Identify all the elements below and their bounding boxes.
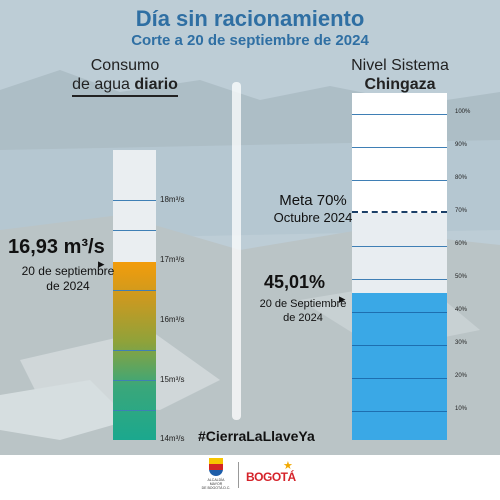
chingaza-tick-60: 60% <box>455 241 468 247</box>
consumption-heading-bold: diario <box>134 76 178 93</box>
consumption-value: 16,93 m³/s <box>8 236 105 258</box>
gauge-gridline <box>113 350 156 351</box>
meta-label-line2: Octubre 2024 <box>273 210 353 225</box>
gauge-gridline <box>352 246 447 247</box>
consumption-tick-14: 14m³/s <box>160 434 185 443</box>
consumption-heading-line1: Consumo <box>90 57 160 74</box>
gauge-gridline <box>352 279 447 280</box>
page-subtitle: Corte a 20 de septiembre de 2024 <box>131 32 369 49</box>
gauge-gridline <box>352 180 447 181</box>
consumption-gauge <box>113 150 156 440</box>
gauge-gridline <box>113 290 156 291</box>
gauge-gridline <box>352 114 447 115</box>
chingaza-tick-50: 50% <box>455 274 468 280</box>
shield-icon <box>209 458 223 476</box>
consumption-tick-17: 17m³/s <box>160 255 185 264</box>
bogota-logo: BOGOTÁ <box>246 470 296 484</box>
center-divider <box>232 82 241 420</box>
chingaza-tick-10: 10% <box>455 406 468 412</box>
alcaldia-logo-text: ALCALDÍA MAYOR DE BOGOTÁ D.C. <box>201 478 231 490</box>
chingaza-gauge <box>352 93 447 440</box>
chingaza-value: 45,01% <box>264 272 326 292</box>
gauge-gridline <box>352 378 447 379</box>
gauge-gridline <box>352 345 447 346</box>
chingaza-tick-80: 80% <box>455 175 468 181</box>
gauge-gridline <box>113 200 156 201</box>
chingaza-heading: Nivel Sistema Chingaza <box>340 56 460 97</box>
alcaldia-line2: DE BOGOTÁ D.C. <box>201 486 231 490</box>
star-icon: ★ <box>283 460 293 472</box>
consumption-tick-18: 18m³/s <box>160 195 185 204</box>
gauge-gridline <box>113 230 156 231</box>
chingaza-tick-40: 40% <box>455 307 468 313</box>
gauge-gridline <box>352 411 447 412</box>
chingaza-date: 20 de Septiembre de 2024 <box>248 297 358 325</box>
meta-dashed-line <box>352 211 447 213</box>
consumption-gauge-empty <box>113 150 156 262</box>
consumption-date-line2: de 2024 <box>46 279 90 293</box>
footer-separator <box>238 462 239 488</box>
chingaza-date-line1: 20 de Septiembre <box>259 298 347 310</box>
consumption-heading-regular: de agua <box>72 76 135 93</box>
chingaza-gauge-fill <box>352 293 447 440</box>
chingaza-tick-30: 30% <box>455 340 468 346</box>
meta-label-line1: Meta 70% <box>279 192 347 209</box>
hashtag: #CierraLaLlaveYa <box>198 428 315 444</box>
chingaza-tick-20: 20% <box>455 373 468 379</box>
gauge-gridline <box>352 147 447 148</box>
footer <box>0 455 500 500</box>
chingaza-arrow-icon: ▸ <box>339 291 346 306</box>
chingaza-tick-90: 90% <box>455 142 468 148</box>
chingaza-tick-70: 70% <box>455 208 468 214</box>
page-title: Día sin racionamiento <box>135 6 365 31</box>
chingaza-tick-100: 100% <box>455 109 471 115</box>
gauge-gridline <box>352 312 447 313</box>
consumption-arrow-icon: ▸ <box>98 256 105 271</box>
consumption-date: 20 de septiembre de 2024 <box>8 264 128 294</box>
consumption-heading-line2: de agua diario <box>72 75 178 97</box>
meta-label: Meta 70% Octubre 2024 <box>258 192 368 226</box>
consumption-date-line1: 20 de septiembre <box>21 264 115 278</box>
consumption-heading: Consumo de agua diario <box>60 56 190 97</box>
chingaza-heading-line1: Nivel Sistema <box>351 57 449 74</box>
consumption-tick-16: 16m³/s <box>160 315 185 324</box>
consumption-tick-15: 15m³/s <box>160 375 185 384</box>
alcaldia-line1: ALCALDÍA MAYOR <box>207 478 225 486</box>
gauge-gridline <box>113 380 156 381</box>
chingaza-date-line2: de 2024 <box>283 312 323 324</box>
alcaldia-logo: ALCALDÍA MAYOR DE BOGOTÁ D.C. <box>201 458 231 490</box>
gauge-gridline <box>113 410 156 411</box>
